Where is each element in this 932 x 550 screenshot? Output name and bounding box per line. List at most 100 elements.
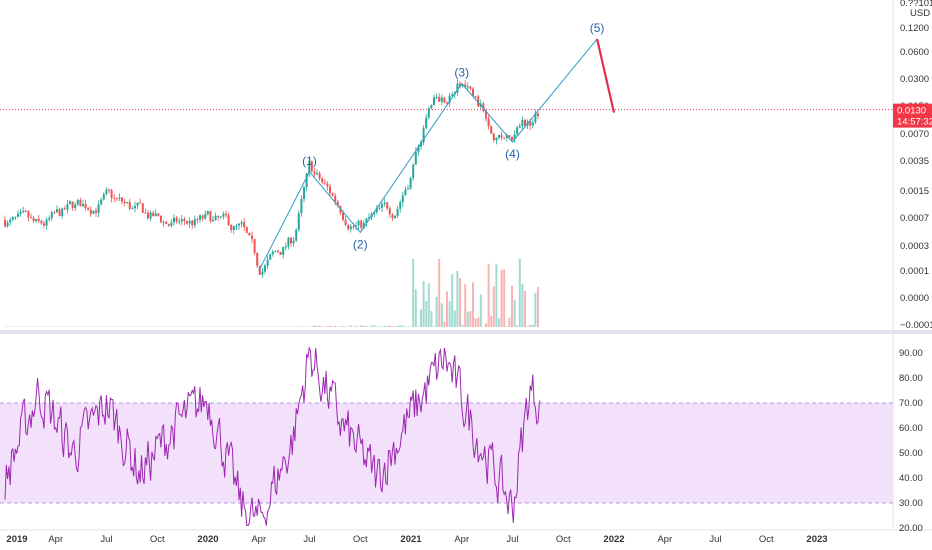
wave-label: (4) — [505, 147, 520, 161]
rsi-line — [4, 346, 541, 526]
volume-bar — [505, 326, 508, 327]
volume-bar — [537, 286, 539, 327]
candle-body — [76, 199, 79, 205]
volume-bar — [339, 326, 342, 327]
candle-body — [316, 173, 318, 175]
candle-body — [326, 183, 329, 187]
candle-body — [261, 271, 264, 275]
volume-bar — [443, 321, 446, 327]
volume-bar — [477, 317, 480, 327]
volume-bar — [326, 325, 329, 327]
candle-body — [71, 201, 74, 208]
volume-bar — [453, 310, 456, 327]
candle-body — [144, 212, 147, 214]
candle-body — [355, 225, 357, 227]
volume-bar — [422, 280, 425, 327]
rsi-tick-label: 50.00 — [899, 448, 923, 459]
axes: 0.12000.06000.03000.01500.00700.00350.00… — [6, 0, 932, 545]
candle-body — [121, 197, 123, 202]
candle-body — [365, 218, 368, 224]
time-tick-label: Jul — [709, 534, 721, 545]
candle-body — [66, 204, 69, 210]
candle-body — [464, 84, 467, 88]
volume-bar — [425, 301, 428, 327]
candle-body — [113, 197, 116, 199]
candle-body — [217, 215, 220, 218]
price-tick-label: 0.0600 — [900, 47, 929, 58]
candle-body — [53, 212, 56, 214]
candle-body — [201, 215, 204, 219]
current-price-tag — [893, 103, 932, 128]
candle-body — [425, 117, 428, 129]
candle-body — [334, 195, 337, 202]
candle-body — [461, 84, 464, 87]
candle-body — [511, 137, 513, 140]
candle-body — [188, 220, 191, 224]
elliott-wave-lines — [258, 38, 616, 272]
volume-bar — [531, 324, 534, 327]
candle-body — [115, 198, 118, 200]
candle-body — [43, 223, 45, 226]
candle-body — [508, 135, 511, 138]
candle-body — [186, 221, 188, 224]
candle-body — [219, 216, 222, 218]
candle-body — [32, 218, 35, 222]
volume-bar — [386, 326, 389, 327]
candle-body — [162, 222, 165, 224]
candle-body — [225, 213, 227, 216]
volume-bar — [472, 282, 474, 327]
candle-body — [6, 222, 9, 227]
candle-body — [69, 201, 71, 205]
volume-bar — [440, 303, 443, 327]
candle-body — [459, 83, 461, 87]
candle-body — [108, 189, 110, 191]
candle-body — [100, 199, 103, 205]
candle-body — [443, 97, 446, 103]
volume-bar — [498, 318, 500, 327]
time-tick-label: 2019 — [6, 534, 27, 545]
price-tick-label: 0.0070 — [900, 129, 929, 140]
candle-body — [245, 227, 248, 233]
candle-body — [310, 161, 313, 172]
candle-body — [375, 208, 378, 213]
candle-body — [178, 221, 181, 223]
volume-bar — [511, 285, 513, 327]
candle-body — [79, 199, 82, 207]
candle-body — [529, 121, 532, 126]
candle-body — [24, 210, 27, 212]
rsi-series — [4, 346, 541, 526]
wave-labels: (1) (2) (3) (4) (5) — [302, 21, 604, 252]
volume-bar — [381, 326, 383, 327]
volume-bar — [414, 289, 417, 327]
candle-body — [243, 222, 246, 228]
current-price-label: 0.0130 — [897, 106, 926, 117]
candle-body — [56, 209, 58, 213]
candle-body — [152, 212, 155, 217]
candle-body — [37, 218, 40, 221]
candle-body — [240, 222, 243, 224]
candle-body — [498, 135, 500, 138]
wave-label: (1) — [302, 154, 317, 168]
volume-bar — [469, 311, 472, 327]
candle-body — [290, 237, 292, 244]
candle-body — [139, 202, 142, 204]
time-tick-label: Oct — [150, 534, 165, 545]
time-tick-label: Oct — [556, 534, 571, 545]
candle-body — [373, 212, 376, 215]
candle-body — [409, 177, 412, 189]
candle-body — [110, 190, 113, 198]
candle-body — [136, 202, 139, 206]
candle-body — [175, 217, 178, 222]
candle-body — [518, 125, 521, 128]
volume-bar — [487, 263, 490, 327]
volume-bar — [391, 326, 394, 327]
pane-separator — [0, 330, 932, 334]
volume-bar — [479, 294, 482, 327]
candle-body — [492, 133, 495, 141]
candle-body — [193, 219, 196, 226]
candle-body — [435, 97, 438, 99]
candle-body — [63, 208, 66, 210]
volume-bar — [464, 284, 467, 327]
candle-body — [58, 209, 61, 216]
candle-body — [212, 219, 214, 222]
